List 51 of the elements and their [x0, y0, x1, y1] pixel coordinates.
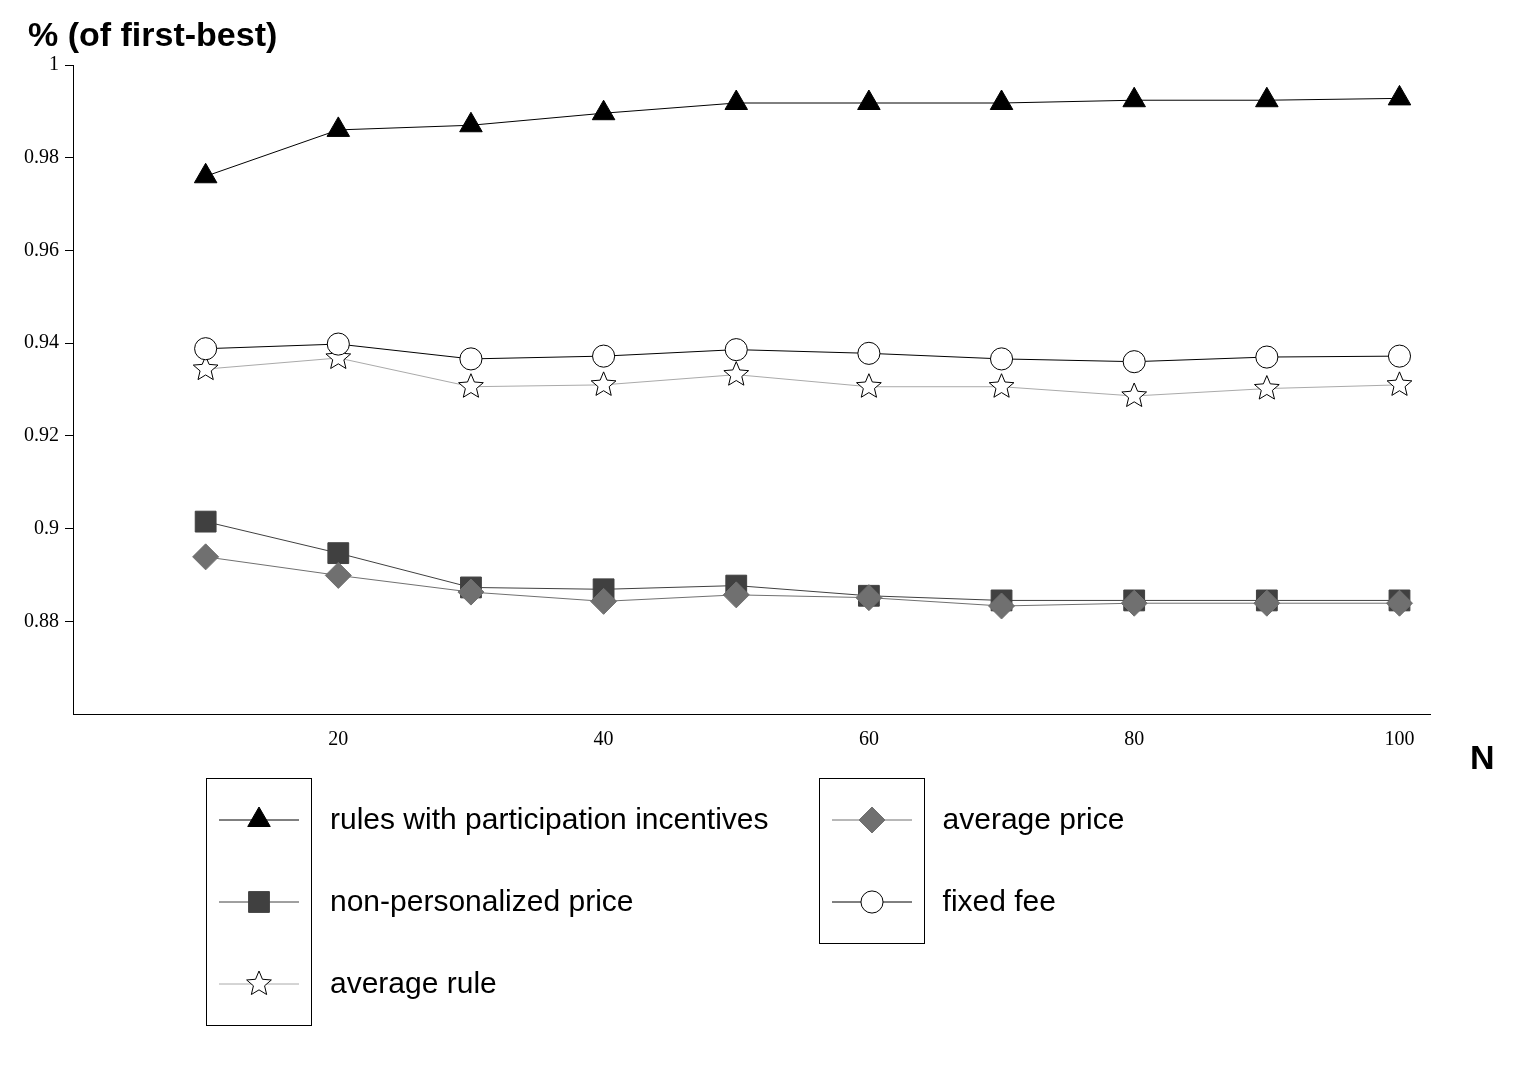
point: [1385, 589, 1413, 617]
y-tick-label: 0.88: [24, 608, 59, 631]
point: [1255, 345, 1279, 369]
point: [1387, 344, 1412, 368]
point: [1387, 84, 1412, 106]
point: [459, 347, 483, 371]
x-tick-label: 80: [1124, 727, 1145, 750]
x-tick-label: 100: [1384, 727, 1415, 750]
point: [989, 89, 1014, 111]
point: [855, 584, 883, 612]
point: [724, 338, 748, 362]
x-axis-title: N: [1470, 738, 1495, 776]
y-tick-label: 0.98: [24, 144, 59, 167]
point: [457, 578, 485, 606]
point: [590, 587, 618, 615]
y-axis-title: % (of first-best): [28, 15, 278, 53]
point: [989, 347, 1014, 371]
point: [324, 561, 352, 589]
point: [194, 337, 218, 361]
x-tick-label: 20: [328, 727, 349, 750]
point: [722, 581, 750, 609]
y-tick-label: 1: [49, 52, 59, 75]
point: [1122, 86, 1146, 108]
legend-label: average price: [942, 801, 1125, 837]
legend-label: fixed fee: [942, 883, 1057, 919]
point: [1253, 589, 1281, 617]
point: [459, 111, 483, 133]
y-tick-label: 0.94: [24, 330, 59, 353]
point: [724, 89, 748, 111]
point: [857, 341, 881, 365]
y-tick-label: 0.9: [34, 515, 59, 538]
x-tick-label: 40: [593, 727, 614, 750]
point: [326, 116, 351, 137]
point: [194, 510, 217, 533]
point: [326, 332, 350, 356]
x-tick-label: 60: [858, 727, 879, 750]
point: [327, 542, 350, 565]
y-tick-label: 0.96: [24, 237, 59, 260]
point: [192, 543, 220, 571]
point: [988, 592, 1016, 620]
legend-label: non-personalized price: [330, 883, 635, 919]
point: [1120, 589, 1148, 617]
point: [193, 162, 218, 184]
point: [1122, 350, 1146, 374]
point: [1255, 86, 1279, 108]
point: [857, 89, 881, 111]
legend-label: rules with participation incentives: [330, 801, 769, 837]
legend-label: average rule: [330, 965, 498, 1001]
point: [591, 99, 616, 121]
point: [592, 344, 616, 368]
y-tick-label: 0.92: [24, 423, 59, 446]
